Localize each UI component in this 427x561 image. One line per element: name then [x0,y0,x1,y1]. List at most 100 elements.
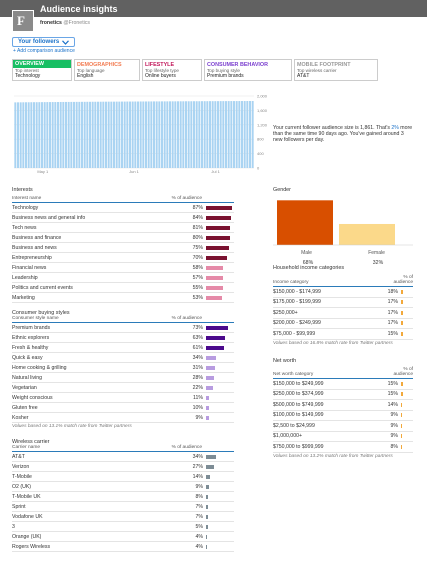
chart-bar[interactable] [14,102,17,168]
chart-bar[interactable] [211,101,214,168]
add-comparison-link[interactable]: + Add comparison audience [13,48,75,54]
chart-bar[interactable] [78,101,81,168]
chart-bar[interactable] [251,101,254,168]
chart-bar[interactable] [145,101,147,168]
chart-bar[interactable] [99,101,102,168]
chart-bar[interactable] [163,101,166,168]
chart-bar[interactable] [62,101,65,168]
chart-bar[interactable] [169,101,171,168]
chart-bar[interactable] [57,102,59,168]
chart-bar[interactable] [70,101,73,168]
audience-selector[interactable]: Your followers [12,37,76,47]
chart-bar[interactable] [171,101,174,168]
chart-bar[interactable] [19,102,22,168]
chart-bar[interactable] [126,101,129,168]
chart-bar[interactable] [214,101,217,168]
chart-bar[interactable] [158,101,161,168]
chart-bar[interactable] [81,101,83,168]
category-card-consumer-behavior[interactable]: CONSUMER BEHAVIOR Top buying style Premium… [204,59,292,81]
chart-bar[interactable] [59,101,62,168]
chart-bar[interactable] [121,101,123,168]
chart-bar[interactable] [22,102,25,168]
chart-bar[interactable] [209,101,211,168]
chart-bar[interactable] [43,102,46,168]
chart-bar[interactable] [147,101,150,168]
chart-bar[interactable] [243,101,246,168]
chart-bar[interactable] [107,101,110,168]
chart-bar[interactable] [134,101,137,168]
chart-bar[interactable] [41,102,43,168]
chart-bar[interactable] [185,101,187,168]
chart-bar[interactable] [89,101,91,168]
chart-bar[interactable] [241,101,243,168]
chart-bar[interactable] [235,101,238,168]
chart-bar[interactable] [179,101,182,168]
chart-bar[interactable] [238,101,241,168]
chart-bar[interactable] [25,102,27,168]
chart-bar[interactable] [187,101,190,168]
chart-bar[interactable] [222,101,225,168]
chart-bar[interactable] [217,101,219,168]
chart-bar[interactable] [115,101,118,168]
chart-bar[interactable] [110,101,113,168]
chart-bar[interactable] [206,101,209,168]
chart-bar[interactable] [118,101,121,168]
chart-bar[interactable] [54,102,57,168]
gender-bar-female[interactable] [339,223,395,245]
gender-bar-male[interactable] [277,200,333,245]
chart-bar[interactable] [17,102,19,168]
chart-bar[interactable] [166,101,169,168]
chart-bar[interactable] [51,102,54,168]
chart-bar[interactable] [182,101,185,168]
chart-bar[interactable] [113,101,115,168]
account-avatar[interactable]: F [12,10,34,32]
chart-bar[interactable] [190,101,193,168]
chart-bar[interactable] [86,101,89,168]
chart-bar[interactable] [246,101,249,168]
chart-bar[interactable] [137,101,139,168]
chart-bar[interactable] [83,101,86,168]
chart-bar[interactable] [155,101,158,168]
chart-bar[interactable] [153,101,155,168]
chart-bar[interactable] [33,102,35,168]
chart-bar[interactable] [65,101,67,168]
chart-bar[interactable] [177,101,179,168]
chart-bar[interactable] [94,101,97,168]
chart-bar[interactable] [233,101,235,168]
chart-bar[interactable] [38,102,41,168]
category-card-overview[interactable]: OVERVIEW Top interest Technology [12,59,72,81]
chart-bar[interactable] [249,101,251,168]
chart-bar[interactable] [102,101,105,168]
chart-bar[interactable] [75,101,78,168]
chart-bar[interactable] [73,101,75,168]
chart-bar[interactable] [150,101,153,168]
chart-bar[interactable] [225,101,227,168]
chart-bar[interactable] [129,101,131,168]
chart-bar[interactable] [193,101,195,168]
chart-bar[interactable] [219,101,222,168]
chart-bar[interactable] [161,101,163,168]
chart-bar[interactable] [195,101,198,168]
category-card-mobile-footprint[interactable]: MOBILE FOOTPRINT Top wireless carrier AT&T [294,59,378,81]
chart-bar[interactable] [201,101,203,168]
category-card-demographics[interactable]: DEMOGRAPHICS Top language English [74,59,140,81]
chart-bar[interactable] [227,101,230,168]
chart-bar[interactable] [91,101,94,168]
chart-bar[interactable] [203,101,206,168]
chart-bar[interactable] [131,101,134,168]
chart-bar[interactable] [139,101,142,168]
chart-bar[interactable] [35,102,38,168]
chart-bar[interactable] [230,101,233,168]
chart-bar[interactable] [30,102,33,168]
chart-bar[interactable] [27,102,30,168]
chart-bar[interactable] [67,101,70,168]
category-card-lifestyle[interactable]: LIFESTYLE Top lifestyle type Online buyers [142,59,202,81]
chart-bar[interactable] [142,101,145,168]
chart-bar[interactable] [198,101,201,168]
chart-bar[interactable] [123,101,126,168]
chart-bar[interactable] [46,102,49,168]
chart-bar[interactable] [105,101,107,168]
chart-bar[interactable] [174,101,177,168]
chart-bar[interactable] [49,102,51,168]
chart-bar[interactable] [97,101,99,168]
